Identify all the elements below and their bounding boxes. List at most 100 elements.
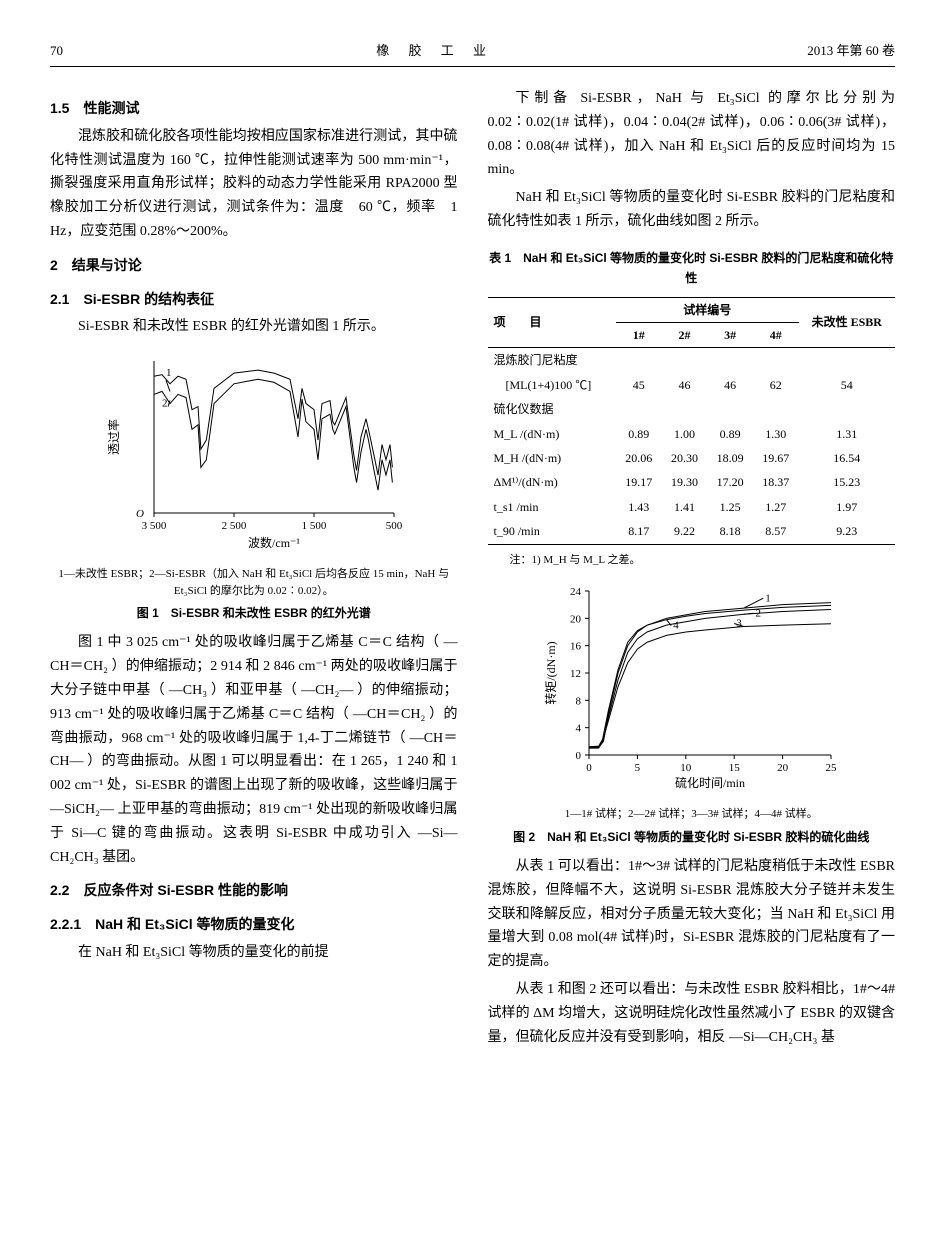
cell: 45 [616, 373, 662, 397]
para-right-3: 从表 1 可以看出：1#～3# 试样的门尼粘度稍低于未改性 ESBR 混炼胶，但… [488, 855, 896, 974]
svg-text:20: 20 [570, 614, 582, 626]
th-ref: 未改性 ESBR [799, 297, 895, 348]
table-row: t_90 /min8.179.228.188.579.23 [488, 519, 896, 544]
svg-text:4: 4 [576, 723, 582, 735]
cell: 9.22 [662, 519, 708, 544]
svg-text:2: 2 [162, 398, 168, 410]
table-row: 硫化仪数据 [488, 397, 896, 421]
svg-text:1 500: 1 500 [301, 520, 326, 532]
two-column-layout: 1.5 性能测试 混炼胶和硫化胶各项性能均按相应国家标准进行测试，其中硫化特性测… [50, 87, 895, 1053]
heading-1-5: 1.5 性能测试 [50, 97, 458, 121]
figure-1: 3 5002 5001 500500波数/cm⁻¹透过率O12 [50, 351, 458, 560]
right-column: 下制备 Si-ESBR，NaH 与 Et₃SiCl 的摩尔比分别为 0.02∶0… [488, 87, 896, 1053]
svg-text:1: 1 [765, 593, 771, 605]
journal-title: 橡 胶 工 业 [376, 40, 494, 62]
cell: 62 [753, 373, 799, 397]
table-row: 混炼胶门尼粘度 [488, 348, 896, 373]
row-label: 混炼胶门尼粘度 [488, 348, 616, 373]
table-1-note: 注：1) M_H 与 M_L 之差。 [488, 551, 896, 570]
row-label: ΔM¹⁾/(dN·m) [488, 470, 616, 494]
svg-text:500: 500 [386, 520, 403, 532]
th-c2: 2# [662, 323, 708, 348]
svg-text:20: 20 [777, 762, 789, 774]
cell: 1.25 [707, 495, 753, 519]
cell: 1.97 [799, 495, 895, 519]
cell: 1.43 [616, 495, 662, 519]
cell: 20.06 [616, 446, 662, 470]
para-right-2: NaH 和 Et₃SiCl 等物质的量变化时 Si-ESBR 胶料的门尼粘度和硫… [488, 186, 896, 234]
para-2-1-intro: Si-ESBR 和未改性 ESBR 的红外光谱如图 1 所示。 [50, 315, 458, 339]
cell: 17.20 [707, 470, 753, 494]
th-c1: 1# [616, 323, 662, 348]
table-row: M_L /(dN·m)0.891.000.891.301.31 [488, 422, 896, 446]
th-item: 项 目 [488, 297, 616, 348]
svg-text:1: 1 [166, 367, 172, 379]
cell: 15.23 [799, 470, 895, 494]
figure-1-legend: 1—未改性 ESBR；2—Si-ESBR（加入 NaH 和 Et₃SiCl 后均… [50, 566, 458, 599]
row-label: t_90 /min [488, 519, 616, 544]
svg-text:O: O [136, 508, 144, 520]
cell: 1.31 [799, 422, 895, 446]
issue-info: 2013 年第 60 卷 [807, 40, 895, 62]
cell: 19.17 [616, 470, 662, 494]
figure-2-title: 图 2 NaH 和 Et₃SiCl 等物质的量变化时 Si-ESBR 胶料的硫化… [488, 827, 896, 847]
svg-text:5: 5 [635, 762, 641, 774]
svg-text:24: 24 [570, 586, 582, 598]
para-2-1-body: 图 1 中 3 025 cm⁻¹ 处的吸收峰归属于乙烯基 C＝C 结构（ —CH… [50, 631, 458, 869]
svg-text:硫化时间/min: 硫化时间/min [675, 775, 745, 790]
svg-text:15: 15 [729, 762, 741, 774]
figure-1-title: 图 1 Si-ESBR 和未改性 ESBR 的红外光谱 [50, 603, 458, 623]
row-label: M_L /(dN·m) [488, 422, 616, 446]
left-column: 1.5 性能测试 混炼胶和硫化胶各项性能均按相应国家标准进行测试，其中硫化特性测… [50, 87, 458, 1053]
heading-2-2-1: 2.2.1 NaH 和 Et₃SiCl 等物质的量变化 [50, 913, 458, 937]
para-right-1: 下制备 Si-ESBR，NaH 与 Et₃SiCl 的摩尔比分别为 0.02∶0… [488, 87, 896, 182]
row-label: 硫化仪数据 [488, 397, 616, 421]
cell: 18.09 [707, 446, 753, 470]
cell: 1.41 [662, 495, 708, 519]
cell: 0.89 [707, 422, 753, 446]
table-row: t_s1 /min1.431.411.251.271.97 [488, 495, 896, 519]
svg-text:3: 3 [736, 618, 742, 630]
table-1-title: 表 1 NaH 和 Et₃SiCl 等物质的量变化时 Si-ESBR 胶料的门尼… [488, 248, 896, 289]
cell: 8.18 [707, 519, 753, 544]
svg-text:25: 25 [826, 762, 838, 774]
heading-2-2: 2.2 反应条件对 Si-ESBR 性能的影响 [50, 879, 458, 903]
cell: 9.23 [799, 519, 895, 544]
cell: 1.30 [753, 422, 799, 446]
cell: 16.54 [799, 446, 895, 470]
svg-text:16: 16 [570, 641, 582, 653]
heading-2: 2 结果与讨论 [50, 254, 458, 278]
cell: 19.67 [753, 446, 799, 470]
table-row: [ML(1+4)100 ℃]4546466254 [488, 373, 896, 397]
cell: 0.89 [616, 422, 662, 446]
svg-text:10: 10 [681, 762, 693, 774]
svg-text:2 500: 2 500 [221, 520, 246, 532]
table-row: M_H /(dN·m)20.0620.3018.0919.6716.54 [488, 446, 896, 470]
th-c4: 4# [753, 323, 799, 348]
svg-text:3 500: 3 500 [141, 520, 166, 532]
svg-text:波数/cm⁻¹: 波数/cm⁻¹ [248, 535, 300, 550]
cell: 8.17 [616, 519, 662, 544]
figure-2-chart: 051015202504812162024硫化时间/min转矩/(dN·m)12… [541, 581, 841, 791]
svg-text:0: 0 [576, 750, 582, 762]
cell: 18.37 [753, 470, 799, 494]
page-number: 70 [50, 40, 63, 62]
page-header: 70 橡 胶 工 业 2013 年第 60 卷 [50, 40, 895, 67]
row-label: [ML(1+4)100 ℃] [488, 373, 616, 397]
row-label: t_s1 /min [488, 495, 616, 519]
para-1-5: 混炼胶和硫化胶各项性能均按相应国家标准进行测试，其中硫化特性测试温度为 160 … [50, 125, 458, 244]
heading-2-1: 2.1 Si-ESBR 的结构表征 [50, 288, 458, 312]
svg-text:12: 12 [570, 668, 581, 680]
th-c3: 3# [707, 323, 753, 348]
table-row: ΔM¹⁾/(dN·m)19.1719.3017.2018.3715.23 [488, 470, 896, 494]
para-right-4: 从表 1 和图 2 还可以看出：与未改性 ESBR 胶料相比，1#～4# 试样的… [488, 978, 896, 1049]
svg-text:2: 2 [756, 608, 762, 620]
svg-text:转矩/(dN·m): 转矩/(dN·m) [543, 642, 558, 705]
svg-text:0: 0 [587, 762, 593, 774]
figure-2: 051015202504812162024硫化时间/min转矩/(dN·m)12… [488, 581, 896, 800]
figure-1-chart: 3 5002 5001 500500波数/cm⁻¹透过率O12 [104, 351, 404, 551]
cell: 46 [707, 373, 753, 397]
table-1: 项 目 试样编号 未改性 ESBR 1# 2# 3# 4# 混炼胶门尼粘度 [M… [488, 297, 896, 545]
cell: 46 [662, 373, 708, 397]
row-label: M_H /(dN·m) [488, 446, 616, 470]
